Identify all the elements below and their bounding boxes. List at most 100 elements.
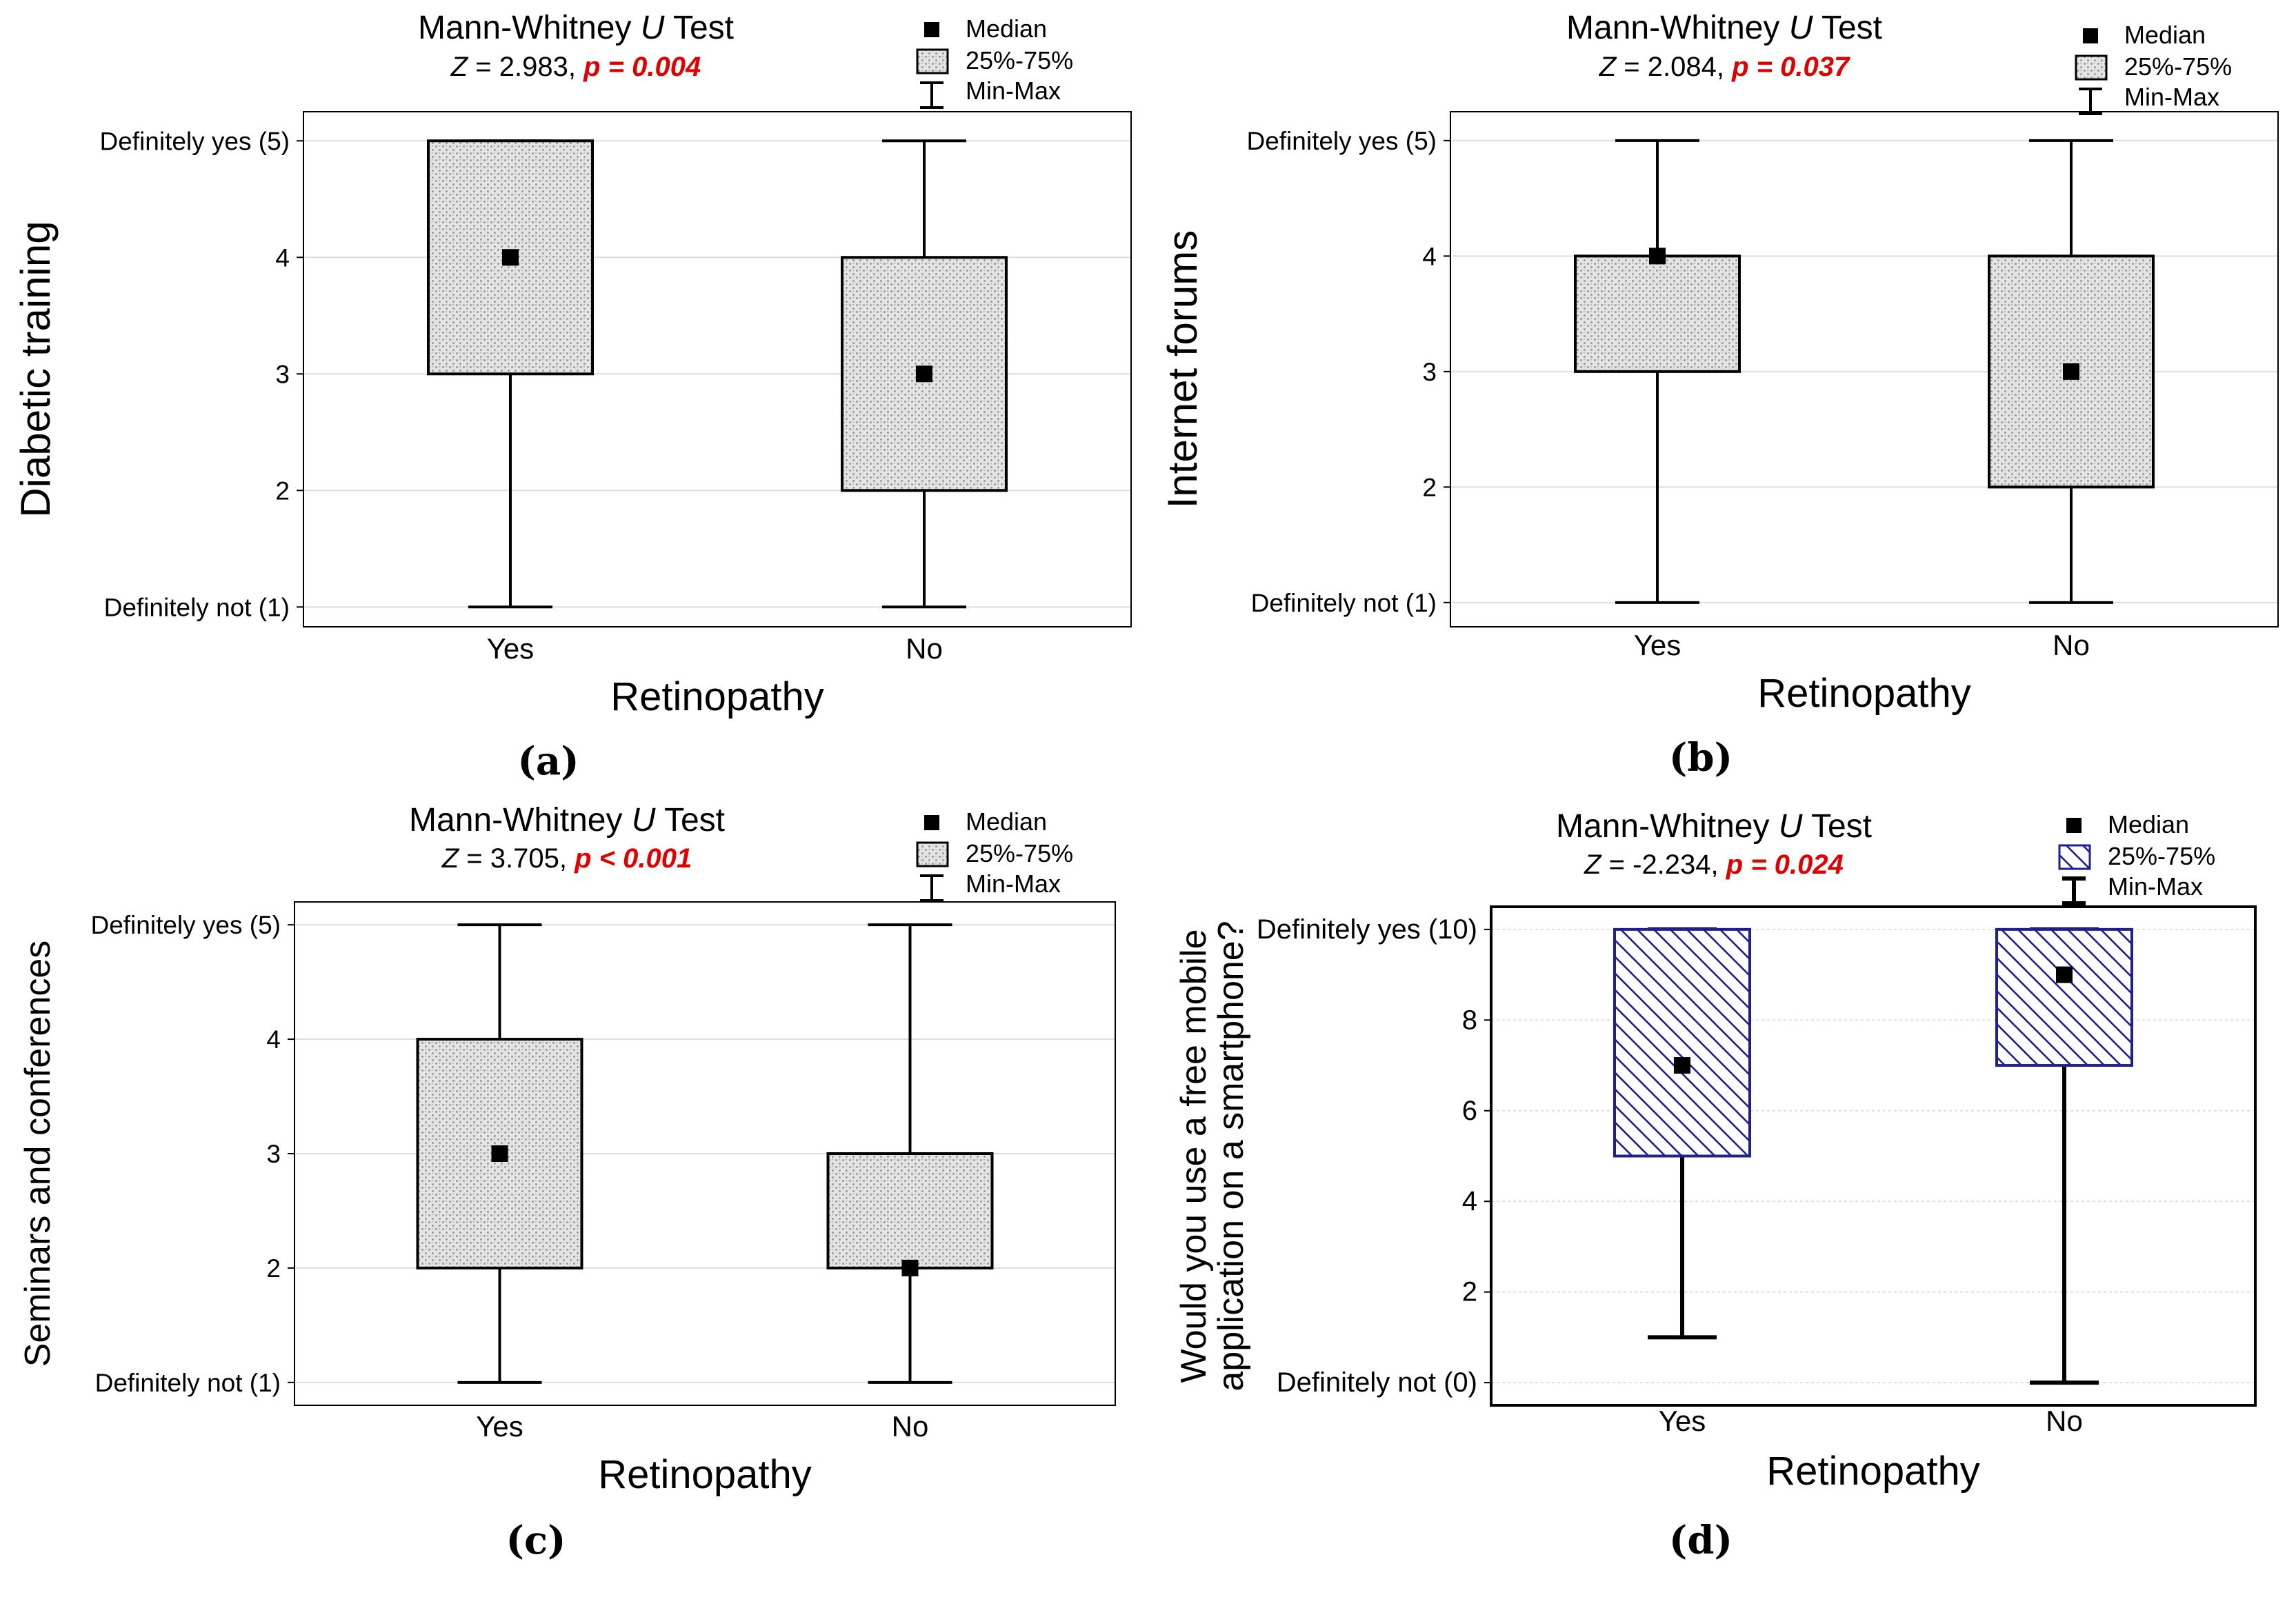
x-tick-label: No bbox=[2053, 629, 2090, 661]
y-tick-label: 6 bbox=[1462, 1096, 1477, 1126]
legend-whisker-label: Min-Max bbox=[2108, 872, 2203, 901]
median-marker bbox=[491, 1145, 508, 1162]
x-tick-label: No bbox=[2046, 1405, 2083, 1437]
legend-box-label: 25%-75% bbox=[2108, 842, 2215, 870]
chart-panel-d: Definitely not (0) 2 4 6 8 Definitely yes (10… bbox=[1174, 808, 2257, 1563]
panel-caption: (d) bbox=[1669, 1518, 1733, 1563]
iqr-box bbox=[826, 1152, 994, 1269]
y-tick-label: Definitely not (0) bbox=[1277, 1367, 1477, 1398]
legend-box-swatch bbox=[916, 841, 949, 867]
legend: Median 25%-75%Min-Max bbox=[2075, 21, 2232, 115]
legend-median-label: Median bbox=[966, 14, 1047, 43]
legend-whisker-label: Min-Max bbox=[966, 77, 1061, 105]
y-tick-label: Definitely yes (5) bbox=[90, 911, 281, 939]
y-tick-label: 2 bbox=[1462, 1277, 1477, 1307]
y-tick-label: 4 bbox=[275, 243, 290, 272]
y-tick-label: Definitely yes (5) bbox=[99, 127, 290, 155]
box-no bbox=[1995, 927, 2133, 1385]
y-tick-label: 4 bbox=[1462, 1186, 1477, 1216]
chart-panel-b: Definitely not (1) 2 3 4 Definitely yes (5) Y… bbox=[1159, 10, 2279, 781]
chart-subtitle: Z = 3.705, p < 0.001 bbox=[441, 843, 692, 874]
box-yes bbox=[427, 139, 594, 609]
legend-median-marker bbox=[924, 22, 939, 37]
chart-title: Mann-Whitney U Test bbox=[1566, 10, 1882, 46]
x-axis-label: Retinopathy bbox=[1766, 1449, 1980, 1494]
y-tick-label: 2 bbox=[1422, 473, 1437, 501]
box-yes bbox=[1574, 139, 1741, 604]
legend-median-label: Median bbox=[2124, 21, 2206, 49]
x-tick-label: Yes bbox=[476, 1410, 523, 1443]
legend-box-swatch bbox=[2075, 54, 2108, 81]
chart-panel-a: Definitely not (1) 2 3 4 Definitely yes (5) Y… bbox=[12, 10, 1132, 784]
legend-box-label: 25%-75% bbox=[966, 839, 1073, 867]
panel-caption: (b) bbox=[1669, 735, 1733, 781]
legend: Median 25%-75%Min-Max bbox=[2058, 810, 2215, 905]
legend-whisker-label: Min-Max bbox=[2124, 83, 2219, 111]
y-axis-label: Internet forums bbox=[1159, 230, 1206, 509]
chart-subtitle: Z = -2.234, p = 0.024 bbox=[1584, 850, 1844, 880]
box-yes bbox=[1613, 927, 1751, 1340]
x-tick-label: Yes bbox=[1634, 629, 1681, 661]
y-axis-label: Diabetic training bbox=[12, 221, 59, 517]
chart-title: Mann-Whitney U Test bbox=[409, 802, 725, 838]
x-tick-label: No bbox=[892, 1410, 929, 1443]
box-yes bbox=[416, 923, 583, 1384]
x-tick-label: Yes bbox=[487, 632, 535, 665]
median-marker bbox=[2063, 363, 2079, 380]
box-no bbox=[841, 139, 1008, 609]
y-tick-label: Definitely not (1) bbox=[1251, 589, 1437, 617]
legend-median-marker bbox=[2083, 28, 2098, 43]
y-tick-label: 4 bbox=[1422, 242, 1437, 270]
legend-median-label: Median bbox=[2108, 810, 2189, 838]
median-marker bbox=[502, 249, 519, 266]
median-marker bbox=[2056, 966, 2073, 983]
iqr-box bbox=[1574, 254, 1741, 373]
legend-box-label: 25%-75% bbox=[966, 46, 1073, 74]
chart-subtitle: Z = 2.084, p = 0.037 bbox=[1599, 52, 1850, 82]
y-tick-label: Definitely yes (10) bbox=[1257, 914, 1477, 945]
plot-area bbox=[1450, 111, 2279, 627]
y-tick-label: 3 bbox=[266, 1140, 281, 1168]
legend-box-swatch bbox=[2058, 844, 2091, 870]
x-axis-label: Retinopathy bbox=[610, 674, 824, 719]
x-tick-label: No bbox=[906, 632, 943, 665]
y-tick-label: Definitely not (1) bbox=[95, 1369, 281, 1397]
legend-median-label: Median bbox=[966, 807, 1047, 836]
legend-box-label: 25%-75% bbox=[2124, 52, 2232, 81]
median-marker bbox=[1649, 248, 1666, 265]
iqr-box bbox=[1613, 927, 1751, 1158]
chart-title: Mann-Whitney U Test bbox=[418, 10, 734, 46]
x-axis-label: Retinopathy bbox=[1757, 671, 1971, 716]
chart-subtitle: Z = 2.983, p = 0.004 bbox=[450, 52, 701, 82]
y-axis-label: Seminars and conferences bbox=[18, 941, 58, 1367]
box-no bbox=[1988, 139, 2155, 604]
plot-area bbox=[303, 111, 1132, 627]
y-tick-label: Definitely not (1) bbox=[104, 593, 290, 621]
y-tick-label: 3 bbox=[1422, 358, 1437, 386]
chart-title: Mann-Whitney U Test bbox=[1556, 808, 1872, 845]
y-axis-label-line-2: application on a smartphone? bbox=[1211, 921, 1251, 1391]
x-axis-label: Retinopathy bbox=[598, 1452, 812, 1497]
plot-area bbox=[1490, 905, 2257, 1407]
legend-median-marker bbox=[2066, 818, 2082, 833]
panel-caption: (c) bbox=[506, 1518, 566, 1563]
y-tick-label: 4 bbox=[266, 1025, 281, 1054]
median-marker bbox=[916, 365, 932, 383]
x-tick-label: Yes bbox=[1659, 1405, 1706, 1437]
median-marker bbox=[1674, 1057, 1690, 1074]
legend-box-swatch bbox=[916, 48, 949, 74]
y-tick-label: 8 bbox=[1462, 1005, 1477, 1035]
legend-whisker-label: Min-Max bbox=[966, 870, 1061, 898]
y-tick-label: 2 bbox=[275, 476, 290, 505]
y-axis-label-line-1: Would you use a free mobile bbox=[1174, 929, 1214, 1383]
iqr-box bbox=[1995, 927, 2133, 1067]
box-no bbox=[826, 923, 994, 1384]
y-tick-label: 2 bbox=[266, 1254, 281, 1283]
y-tick-label: Definitely yes (5) bbox=[1246, 127, 1437, 155]
y-tick-label: 3 bbox=[275, 360, 290, 388]
panel-caption: (a) bbox=[517, 739, 579, 784]
median-marker bbox=[901, 1259, 919, 1276]
legend-median-marker bbox=[924, 815, 939, 830]
chart-panel-c: Definitely not (1) 2 3 4 Definitely yes (5) Y… bbox=[18, 802, 1116, 1563]
